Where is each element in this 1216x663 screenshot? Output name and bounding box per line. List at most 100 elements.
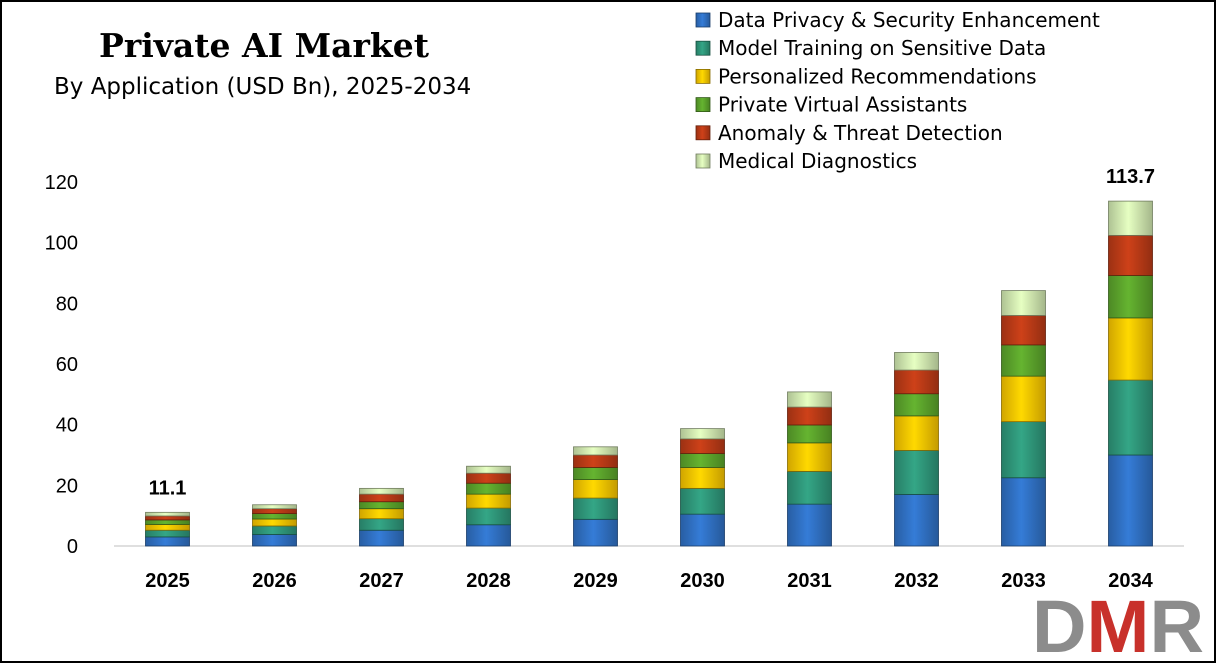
bar-segment [894,369,939,395]
bar-segment [252,525,297,535]
bar-segment [252,504,297,510]
bar-segment [787,470,832,505]
y-tick-label: 40 [56,415,78,437]
legend-label: Anomaly & Threat Detection [718,121,1003,145]
bar-segment [145,515,190,521]
bar-segment [787,391,832,408]
bar-segment [680,467,725,489]
bar-segment [359,508,404,520]
legend-swatch [695,125,711,141]
chart-title: Private AI Market [99,26,430,65]
bar-segment [573,497,618,520]
bar-segment [1108,275,1153,319]
bar-segment [1001,344,1046,377]
y-tick-label: 120 [45,172,78,194]
x-tick-label: 2026 [252,570,297,592]
x-tick-label: 2033 [1001,570,1046,592]
bar-segment [787,503,832,547]
bar-segment [252,518,297,527]
x-axis: 2025 2026 2027 2028 2029 2030 2031 2032 2033 2034 [145,570,1153,592]
x-tick-label: 2034 [1108,570,1153,592]
x-tick-label: 2030 [680,570,725,592]
bar-segment [359,501,404,510]
y-axis: 0 20 40 60 80 100 120 [45,172,78,558]
bar-segment [359,487,404,495]
bar-segment [680,453,725,468]
bar-segment [894,352,939,371]
bar-segment [1108,234,1153,276]
bar-segment [1001,477,1046,547]
y-tick-label: 20 [56,475,78,497]
bar-segment [466,524,511,547]
bar-segment [573,454,618,468]
bar-segment [680,487,725,515]
bar-segment [359,529,404,547]
bar-segment [1108,454,1153,547]
bars [145,200,1153,547]
bar-segment [145,536,190,547]
bar-segment [894,415,939,451]
total-label: 11.1 [149,477,187,499]
chart-subtitle: By Application (USD Bn), 2025-2034 [54,74,471,100]
bar-segment [252,513,297,520]
x-tick-label: 2028 [466,570,511,592]
bar-segment [894,393,939,417]
x-tick-label: 2031 [787,570,832,592]
bar-segment [573,467,618,480]
legend-label: Personalized Recommendations [718,64,1037,88]
logo-text: DMR [1032,585,1204,661]
legend-label: Medical Diagnostics [718,149,917,173]
total-label: 113.7 [1106,166,1155,188]
legend-swatch [695,153,711,169]
bar-segment [573,446,618,456]
bar-segment [252,508,297,514]
bar-segment [466,472,511,484]
legend-swatch [695,12,711,28]
total-labels: 11.1 113.7 [149,166,1155,499]
bar-segment [787,406,832,426]
bar-segment [466,482,511,495]
y-tick-label: 0 [67,536,78,558]
legend-swatch [695,69,711,84]
bar-segment [1108,200,1153,236]
bar-segment [894,450,939,495]
y-tick-label: 100 [45,233,78,255]
x-tick-label: 2029 [573,570,618,592]
y-tick-label: 60 [56,354,78,376]
x-tick-label: 2032 [894,570,939,592]
bar-segment [145,529,190,538]
bar-segment [252,534,297,547]
bar-segment [1001,290,1046,316]
legend-label: Private Virtual Assistants [718,93,967,117]
y-tick-label: 80 [56,293,78,315]
bar-segment [466,465,511,474]
bar-segment [680,428,725,440]
bar-segment [1001,421,1046,479]
bar-segment [359,518,404,531]
bar-segment [1001,375,1046,423]
bar-segment [680,438,725,454]
bar-segment [466,493,511,509]
dmr-logo: DMR [1032,585,1204,661]
bar-segment [894,494,939,547]
bar-segment [1001,315,1046,346]
bar-segment [145,511,190,517]
x-tick-label: 2027 [359,570,404,592]
legend-swatch [695,40,711,56]
bar-segment [787,442,832,472]
bar-segment [680,513,725,547]
bar-segment [573,518,618,547]
bar-segment [145,524,190,531]
legend-label: Model Training on Sensitive Data [718,36,1046,60]
bar-segment [1108,317,1153,381]
bar-segment [573,479,618,499]
legend-label: Data Privacy & Security Enhancement [718,8,1100,32]
bar-segment [787,424,832,444]
x-tick-label: 2025 [145,570,190,592]
bar-segment [466,507,511,526]
bar-segment [359,493,404,503]
legend-swatch [695,97,711,112]
bar-segment [1108,379,1153,456]
